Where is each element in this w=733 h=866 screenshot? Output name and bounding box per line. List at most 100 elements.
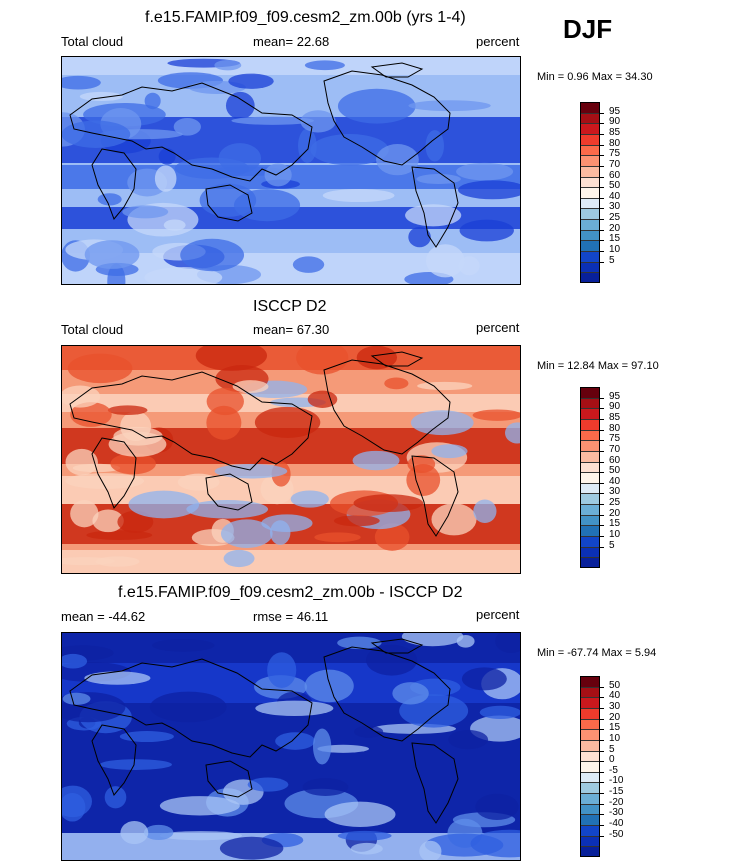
colorbar-tick: [600, 793, 604, 795]
map-coastline: [91, 437, 137, 509]
colorbar-segment: [580, 165, 600, 178]
colorbar-tick-label: 75: [609, 148, 621, 160]
map-contour-blob: [62, 75, 101, 90]
map-contour-blob: [456, 162, 514, 181]
panel-3-units: percent: [476, 607, 520, 622]
colorbar-tick: [600, 718, 604, 720]
map-contour-blob: [144, 92, 161, 110]
colorbar-tick-label: 10: [609, 529, 621, 541]
panel-3-title: f.e15.FAMIP.f09_f09.cesm2_zm.00b - ISCCP…: [118, 584, 463, 601]
map-coastline: [69, 82, 313, 182]
colorbar-tick-label: -10: [609, 775, 624, 787]
map-contour-blob: [456, 634, 475, 648]
panel-2-mean: mean= 67.30: [253, 322, 330, 337]
colorbar-tick-label: 15: [609, 233, 621, 245]
colorbar-segment: [580, 825, 600, 837]
colorbar-segment: [580, 835, 600, 847]
map-contour-blob: [163, 219, 186, 231]
panel-2-minmax: Min = 12.84 Max = 97.10: [537, 360, 659, 372]
panel-1-left-label: Total cloud: [61, 34, 124, 49]
season-label: DJF: [563, 14, 613, 44]
map-contour-blob: [337, 636, 382, 650]
colorbar-tick-label: 0: [609, 754, 615, 766]
map-contour-blob: [214, 463, 288, 479]
colorbar-tick-label: -15: [609, 786, 624, 798]
colorbar-tick-label: 30: [609, 201, 621, 213]
colorbar-tick-label: 80: [609, 422, 621, 434]
colorbar-tick-label: 5: [609, 539, 615, 551]
map-contour-blob: [267, 652, 297, 688]
map-contour-blob: [353, 494, 424, 513]
map-contour-blob: [149, 691, 227, 723]
colorbar-tick: [600, 493, 604, 495]
colorbar-tick: [600, 155, 604, 157]
map-contour-blob: [255, 700, 334, 717]
colorbar-tick-label: 50: [609, 679, 621, 691]
colorbar-tick: [600, 112, 604, 114]
map-contour-blob: [79, 91, 124, 102]
colorbar-tick: [600, 472, 604, 474]
colorbar-segment: [580, 112, 600, 124]
colorbar-segment: [580, 514, 600, 526]
map-contour-blob: [461, 667, 507, 691]
colorbar-tick: [600, 546, 604, 548]
colorbar-segment: [580, 133, 600, 146]
map-contour-blob: [177, 473, 220, 491]
map-contour-blob: [117, 510, 154, 534]
map-contour-blob: [223, 549, 255, 568]
colorbar-tick: [600, 514, 604, 516]
map-contour-blob: [159, 796, 240, 816]
map-contour-blob: [425, 244, 465, 278]
map-contour-blob: [220, 519, 273, 548]
map-contour-blob: [180, 238, 245, 272]
map-contour-band: [62, 346, 520, 370]
map-contour-blob: [173, 117, 201, 136]
colorbar-segment: [580, 440, 600, 452]
colorbar-tick-label: 20: [609, 711, 621, 723]
map-contour-blob: [448, 729, 489, 750]
map-contour-blob: [333, 515, 380, 527]
map-coastline: [91, 724, 137, 796]
colorbar-tick-label: 5: [609, 743, 615, 755]
map-coastline: [205, 760, 253, 798]
panel-2-map-svg: [62, 346, 520, 573]
map-coastline: [370, 351, 424, 367]
colorbar-tick-label: 90: [609, 401, 621, 413]
map-coastline: [323, 646, 451, 742]
colorbar-tick-label: 60: [609, 454, 621, 466]
map-coastline: [323, 359, 451, 455]
colorbar-tick: [600, 782, 604, 784]
map-contour-blob: [84, 240, 140, 269]
map-contour-blob: [337, 830, 392, 841]
map-coastline: [91, 148, 137, 220]
map-contour-blob: [392, 682, 429, 705]
colorbar-tick: [600, 251, 604, 253]
map-contour-band: [62, 57, 520, 75]
colorbar-tick: [600, 686, 604, 688]
map-coastline: [323, 70, 451, 166]
colorbar-segment: [580, 187, 600, 199]
colorbar-tick-label: -5: [609, 764, 618, 776]
map-contour-blob: [99, 759, 172, 770]
panel-3-map-svg: [62, 633, 520, 860]
colorbar-segment: [580, 397, 600, 409]
colorbar-tick-label: 85: [609, 411, 621, 423]
map-contour-blob: [366, 644, 418, 676]
colorbar-segment: [580, 272, 600, 284]
map-contour-blob: [247, 777, 289, 792]
map-coastline: [370, 62, 424, 78]
colorbar-tick: [600, 536, 604, 538]
map-contour-blob: [475, 793, 519, 820]
map-contour-blob: [322, 189, 395, 203]
map-contour-blob: [104, 786, 127, 809]
map-contour-blob: [269, 520, 291, 545]
map-contour-blob: [431, 444, 468, 459]
map-contour-blob: [505, 422, 520, 444]
map-coastline: [205, 473, 253, 511]
colorbar-tick: [600, 418, 604, 420]
panel-2-left-label: Total cloud: [61, 322, 124, 337]
colorbar-tick-label: 25: [609, 497, 621, 509]
colorbar-segment: [580, 219, 600, 231]
map-contour-blob: [419, 840, 442, 860]
colorbar-tick: [600, 835, 604, 837]
